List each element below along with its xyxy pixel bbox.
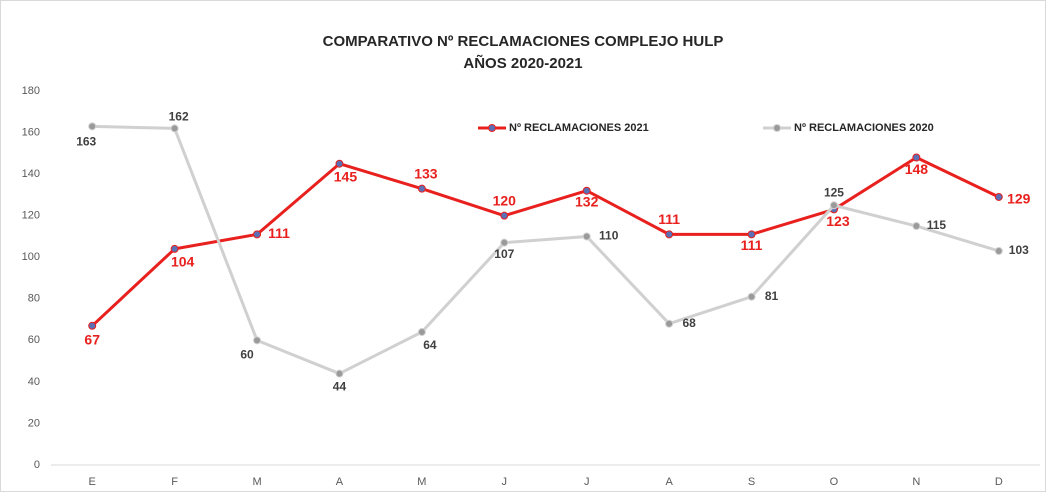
data-label: 120 — [493, 192, 517, 208]
data-label: 104 — [171, 254, 195, 270]
y-tick-label: 60 — [28, 334, 40, 346]
data-label: 68 — [682, 316, 696, 330]
x-tick-label: J — [584, 476, 590, 488]
x-tick-label: N — [912, 476, 920, 488]
x-tick-label: M — [252, 476, 261, 488]
data-label: 64 — [423, 338, 437, 352]
series-line — [92, 124, 1000, 376]
x-tick-label: D — [995, 476, 1003, 488]
data-label: 125 — [824, 185, 844, 199]
y-tick-label: 160 — [22, 126, 40, 138]
data-label: 129 — [1007, 191, 1031, 207]
data-label: 123 — [826, 213, 850, 229]
series-marker — [582, 186, 591, 195]
series-marker — [417, 328, 426, 337]
y-tick-label: 120 — [22, 210, 40, 222]
y-tick-label: 180 — [22, 85, 40, 97]
series-marker — [500, 211, 509, 220]
series-marker — [253, 230, 262, 239]
x-tick-label: A — [665, 476, 673, 488]
chart-title: COMPARATIVO Nº RECLAMACIONES COMPLEJO HU… — [323, 33, 724, 50]
series-marker — [582, 232, 591, 241]
y-tick-label: 20 — [28, 417, 40, 429]
data-label: 111 — [741, 237, 763, 253]
data-label: 67 — [84, 331, 100, 347]
data-label: 111 — [658, 211, 680, 227]
series-marker — [88, 122, 97, 131]
x-tick-label: E — [89, 476, 96, 488]
legend-marker — [488, 124, 496, 132]
y-tick-label: 40 — [28, 376, 40, 388]
y-tick-label: 100 — [22, 251, 40, 263]
data-label: 148 — [905, 161, 929, 177]
series-marker — [912, 222, 921, 231]
data-label: 44 — [333, 380, 347, 394]
data-label: 115 — [927, 218, 947, 232]
series-marker — [253, 336, 262, 345]
series-marker — [665, 319, 674, 328]
series-marker — [665, 230, 674, 239]
y-tick-label: 140 — [22, 168, 40, 180]
data-label: 81 — [765, 289, 779, 303]
x-tick-label: J — [502, 476, 508, 488]
data-label: 60 — [240, 348, 254, 362]
series-line — [91, 155, 1000, 327]
series-marker — [829, 201, 838, 210]
y-tick-label: 0 — [34, 459, 40, 471]
series-marker — [88, 321, 97, 330]
series-marker — [417, 184, 426, 193]
x-tick-label: O — [830, 476, 839, 488]
data-label: 107 — [494, 247, 514, 261]
series-marker — [335, 369, 344, 378]
chart-subtitle: AÑOS 2020-2021 — [463, 54, 582, 72]
data-label: 103 — [1009, 243, 1029, 257]
data-label: 133 — [414, 165, 438, 181]
data-label: 163 — [76, 134, 96, 148]
data-label: 111 — [268, 225, 290, 241]
series-marker — [500, 238, 509, 247]
x-tick-label: M — [417, 476, 426, 488]
x-tick-label: S — [748, 476, 755, 488]
data-label: 110 — [599, 229, 619, 243]
legend-label: Nº RECLAMACIONES 2020 — [794, 122, 934, 134]
data-label: 162 — [169, 110, 189, 124]
x-tick-label: F — [171, 476, 178, 488]
legend-label: Nº RECLAMACIONES 2021 — [509, 122, 649, 134]
x-tick-label: A — [336, 476, 344, 488]
series-marker — [912, 153, 921, 162]
series-marker — [335, 159, 344, 168]
data-label: 145 — [334, 168, 358, 184]
series-marker — [170, 124, 179, 133]
data-label: 132 — [575, 193, 599, 209]
series-marker — [747, 230, 756, 239]
series-marker — [994, 246, 1003, 255]
series-marker — [170, 244, 179, 253]
series-marker — [994, 192, 1003, 201]
y-tick-label: 80 — [28, 293, 40, 305]
legend-marker — [773, 124, 781, 132]
series-marker — [747, 292, 756, 301]
